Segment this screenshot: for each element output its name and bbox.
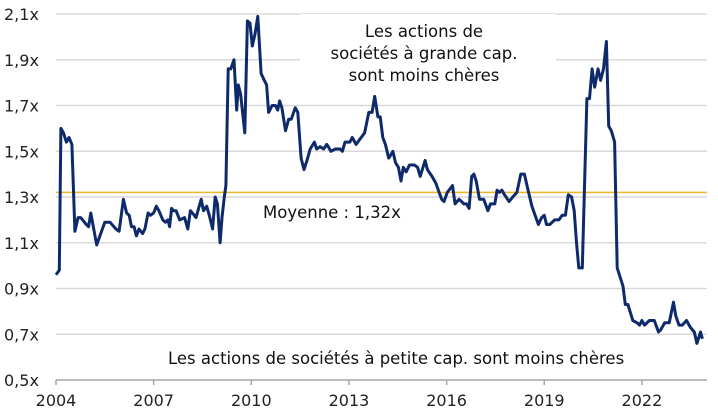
x-tick-label: 2022 [622, 391, 663, 410]
x-tick-label: 2007 [133, 391, 174, 410]
average-label: Moyenne : 1,32x [263, 203, 401, 222]
top-annotation-background [300, 14, 556, 92]
y-tick-label: 1,7x [4, 97, 39, 116]
series-line [54, 14, 704, 345]
top-annotation-line-1: Les actions de [365, 22, 483, 41]
average-label-background [255, 199, 415, 223]
top-annotation-line-3: sont moins chères [349, 66, 500, 85]
y-tick-label: 2,1x [4, 5, 39, 24]
y-tick-label: 1,1x [4, 234, 39, 253]
x-tick-label: 2004 [36, 391, 77, 410]
y-tick-label: 0,5x [4, 371, 39, 390]
x-tick-label: 2019 [524, 391, 565, 410]
grid-lines [56, 13, 707, 335]
x-tick-label: 2016 [426, 391, 467, 410]
y-tick-label: 0,9x [4, 280, 39, 299]
y-axis-ticks: 0,5x 0,7x 0,9x 1,1x 1,3x 1,5x 1,7x 1,9x 2,1x [4, 5, 39, 390]
y-tick-label: 0,7x [4, 325, 39, 344]
x-tick-label: 2013 [329, 391, 370, 410]
x-axis: 2004 2007 2010 2013 2016 2019 2022 [36, 379, 707, 410]
y-tick-label: 1,5x [4, 142, 39, 161]
y-tick-label: 1,3x [4, 188, 39, 207]
top-annotation-line-2: sociétés à grande cap. [331, 44, 518, 63]
y-tick-label: 1,9x [4, 51, 39, 70]
x-tick-label: 2010 [231, 391, 272, 410]
bottom-annotation: Les actions de sociétés à petite cap. so… [168, 349, 624, 368]
